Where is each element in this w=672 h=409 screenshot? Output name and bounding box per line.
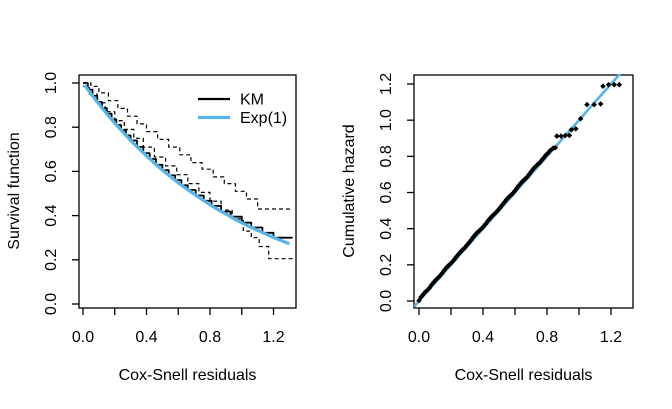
scatter-point [422,289,428,295]
scatter-point [562,132,569,139]
scatter-point [486,215,493,222]
scatter-point [505,194,512,201]
scatter-point [437,273,443,279]
cumhaz-plot: 0.0 0.4 0.8 1.2 0.0 0.2 0.4 0.6 0.8 1.0 1.2 [378,73,634,346]
scatter-point [509,190,516,197]
y-tick-label: 0.4 [43,204,60,226]
scatter-point [428,282,435,288]
scatter-point [605,81,612,88]
scatter-point [577,115,584,122]
x-tick-label: 0.0 [72,329,94,346]
scatter-point [568,127,575,133]
scatter-point [552,144,559,151]
x-tick-label: 1.2 [262,329,284,346]
exp1-curve [83,84,290,246]
right-x-axis-title: Cox-Snell residuals [454,367,593,384]
scatter-point [489,213,495,220]
left-y-axis-title: Survival function [6,132,23,250]
legend-label: KM [240,92,264,109]
scatter-point [536,159,543,166]
scatter-point [611,81,617,88]
scatter-point [520,178,526,184]
y-tick-label: 0.0 [378,290,395,312]
scatter-point [434,275,441,281]
scatter-point [532,163,539,170]
left-x-axis-title: Cox-Snell residuals [118,367,257,384]
scatter-point [432,277,439,283]
scatter-points [416,81,623,304]
scatter-point [464,242,470,249]
scatter-point [554,133,560,139]
y-tick-label: 0.6 [378,181,395,203]
scatter-point [484,218,491,225]
scatter-point [478,225,485,232]
scatter-point [491,211,497,218]
plot-box [413,74,634,309]
scatter-point [466,240,472,246]
scatter-point [457,249,464,255]
y-tick-label: 0.2 [378,254,395,276]
x-tick-label: 0.8 [536,329,558,346]
scatter-point [584,101,590,108]
scatter-point [424,287,431,293]
x-tick-label: 0.8 [199,329,221,346]
scatter-point [597,101,604,107]
scatter-point [495,207,501,213]
scatter-point [439,270,445,277]
scatter-point [416,297,422,304]
y-tick-label: 0.8 [43,116,60,138]
scatter-point [591,101,597,108]
y-tick-label: 1.0 [43,72,60,94]
y-tick-label: 0.4 [378,217,395,239]
scatter-point [474,229,480,236]
x-tick-label: 1.2 [600,329,622,346]
scatter-point [503,196,510,203]
y-tick-label: 1.0 [378,109,395,131]
scatter-point [600,83,606,89]
scatter-point [507,192,514,199]
scatter-point [545,150,551,156]
scatter-point [501,199,508,206]
scatter-point [616,81,623,88]
plot-box [78,74,297,309]
scatter-point [573,126,579,132]
scatter-point [453,253,460,260]
scatter-point [468,237,474,243]
scatter-point [566,132,573,139]
scatter-point [472,232,478,238]
scatter-point [441,267,447,274]
scatter-point [449,259,456,265]
scatter-point [451,256,458,263]
legend-label: Exp(1) [240,110,287,127]
y-tick-label: 0.8 [378,145,395,167]
scatter-point [459,246,466,253]
km-curve [83,82,293,239]
km-lower-ci-curve [83,85,293,260]
y-tick-label: 0.6 [43,160,60,182]
y-tick-label: 1.2 [378,73,395,95]
scatter-point [443,265,449,271]
x-tick-label: 0.4 [472,329,494,346]
scatter-point [476,227,483,234]
right-y-axis-title: Cumulative hazard [341,124,358,258]
x-tick-label: 0.4 [135,329,157,346]
y-tick-label: 0.0 [43,293,60,315]
scatter-point [455,251,462,257]
scatter-point [426,285,433,291]
scatter-point [470,234,476,241]
scatter-point [462,244,468,251]
km-upper-ci-curve [83,82,293,210]
x-tick-label: 0.0 [408,329,430,346]
scatter-point [558,133,564,139]
y-tick-label: 0.2 [43,249,60,271]
scatter-point [497,204,503,211]
